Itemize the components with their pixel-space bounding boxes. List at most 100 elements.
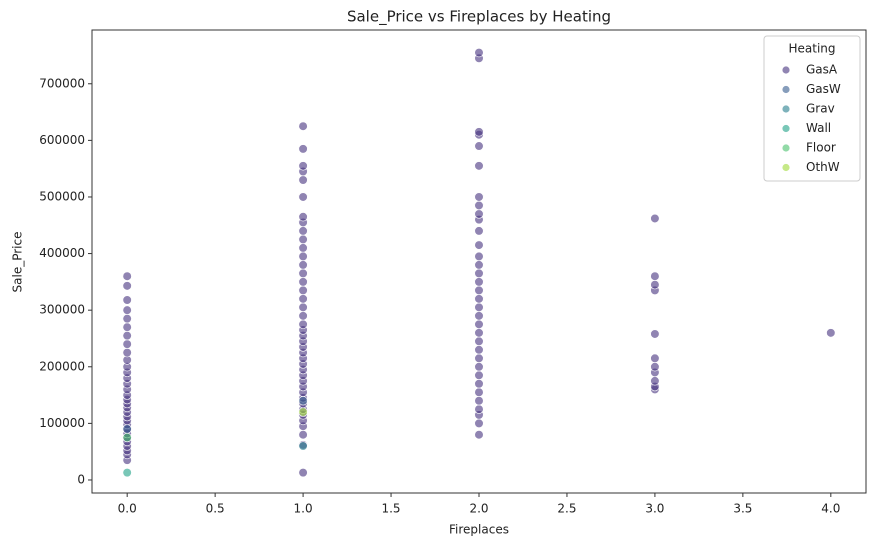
point bbox=[298, 243, 308, 253]
point bbox=[474, 48, 484, 58]
legend-marker bbox=[782, 85, 790, 94]
legend-marker bbox=[782, 66, 790, 74]
x-tick-label: 4.0 bbox=[821, 502, 840, 516]
point bbox=[298, 234, 308, 245]
point bbox=[474, 362, 484, 372]
y-tick-label: 300000 bbox=[39, 303, 85, 317]
point bbox=[298, 212, 308, 222]
y-tick-label: 600000 bbox=[39, 133, 85, 147]
point bbox=[122, 271, 132, 281]
legend-label: Floor bbox=[806, 141, 836, 155]
point bbox=[298, 226, 308, 236]
point bbox=[650, 280, 660, 290]
legend-marker bbox=[782, 163, 790, 172]
point bbox=[298, 144, 308, 154]
point bbox=[122, 339, 132, 349]
point bbox=[474, 251, 484, 262]
x-tick-label: 3.0 bbox=[645, 502, 664, 516]
point bbox=[122, 314, 132, 324]
legend-marker bbox=[782, 105, 790, 113]
point bbox=[298, 175, 308, 185]
x-axis-label: Fireplaces bbox=[449, 523, 509, 537]
point bbox=[298, 161, 308, 171]
legend-label: OthW bbox=[806, 160, 840, 174]
point bbox=[298, 285, 308, 295]
legend-label: GasW bbox=[806, 82, 841, 96]
point bbox=[474, 418, 484, 428]
point bbox=[298, 268, 308, 278]
point bbox=[650, 376, 660, 386]
y-tick-label: 500000 bbox=[39, 189, 85, 203]
legend-marker bbox=[782, 124, 790, 133]
y-tick-label: 100000 bbox=[39, 416, 85, 430]
point bbox=[298, 260, 308, 270]
legend-label: Wall bbox=[806, 121, 831, 135]
point bbox=[298, 319, 308, 329]
point bbox=[650, 353, 660, 363]
y-tick-label: 200000 bbox=[39, 359, 85, 373]
legend-label: GasA bbox=[806, 63, 838, 77]
x-tick-label: 1.0 bbox=[294, 502, 313, 516]
point bbox=[122, 424, 132, 434]
point bbox=[650, 271, 660, 281]
point bbox=[474, 200, 484, 211]
y-tick-label: 700000 bbox=[39, 76, 85, 90]
point bbox=[122, 432, 132, 443]
point bbox=[474, 127, 484, 137]
point bbox=[474, 319, 484, 329]
point bbox=[298, 251, 308, 262]
point bbox=[298, 294, 308, 304]
point bbox=[298, 396, 308, 406]
point bbox=[298, 121, 308, 131]
point bbox=[474, 345, 484, 355]
y-tick-label: 0 bbox=[77, 472, 85, 486]
point bbox=[650, 213, 660, 224]
point bbox=[474, 277, 484, 287]
legend: Heating GasA GasW Grav Wall Floor OthW bbox=[763, 35, 861, 182]
legend-title: Heating bbox=[788, 42, 835, 56]
point bbox=[122, 348, 132, 358]
point bbox=[474, 430, 484, 440]
y-axis-label: Sale_Price bbox=[11, 232, 25, 293]
point bbox=[122, 468, 132, 478]
point bbox=[474, 226, 484, 236]
plot-frame bbox=[91, 29, 867, 494]
point bbox=[474, 404, 484, 414]
point bbox=[298, 441, 308, 451]
x-tick-label: 0.5 bbox=[206, 502, 225, 516]
point bbox=[122, 295, 132, 305]
point bbox=[298, 407, 308, 417]
point bbox=[826, 328, 836, 338]
point bbox=[474, 240, 484, 250]
point bbox=[474, 328, 484, 338]
point bbox=[122, 322, 132, 332]
point bbox=[650, 362, 660, 372]
point bbox=[474, 268, 484, 278]
point bbox=[474, 370, 484, 380]
x-tick-label: 2.5 bbox=[557, 502, 576, 516]
point bbox=[474, 192, 484, 202]
x-tick-label: 3.5 bbox=[733, 502, 752, 516]
point bbox=[474, 161, 484, 171]
point bbox=[474, 336, 484, 346]
point bbox=[650, 329, 660, 339]
x-tick-label: 1.5 bbox=[381, 502, 400, 516]
point bbox=[298, 468, 308, 478]
point bbox=[298, 311, 308, 321]
point bbox=[474, 294, 484, 304]
point bbox=[298, 302, 308, 312]
point bbox=[474, 260, 484, 270]
point bbox=[474, 285, 484, 295]
point bbox=[474, 311, 484, 321]
point bbox=[298, 192, 308, 202]
legend-label: Grav bbox=[806, 102, 835, 116]
legend-marker bbox=[782, 144, 790, 152]
point bbox=[474, 141, 484, 151]
point bbox=[122, 331, 132, 341]
point bbox=[474, 302, 484, 312]
point bbox=[474, 387, 484, 397]
point bbox=[474, 396, 484, 406]
x-tick-label: 2.0 bbox=[469, 502, 488, 516]
